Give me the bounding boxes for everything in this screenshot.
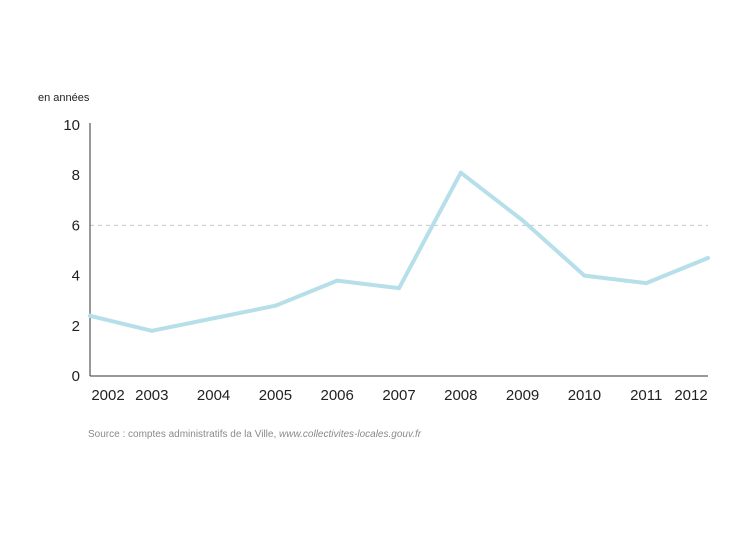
x-tick-label: 2006	[321, 387, 354, 404]
data-point	[706, 256, 710, 261]
y-axis-unit-label: en années	[38, 92, 90, 104]
x-tick-label: 2007	[382, 387, 415, 404]
data-point	[582, 273, 587, 278]
series-line	[88, 170, 710, 333]
source-note: Source : comptes administratifs de la Vi…	[88, 429, 421, 440]
x-tick-label: 2004	[197, 387, 230, 404]
data-point	[520, 218, 525, 223]
data-point	[335, 278, 340, 283]
x-tick-label: 2008	[444, 387, 477, 404]
data-point	[273, 303, 278, 308]
y-tick-label: 10	[63, 117, 80, 134]
y-tick-label: 8	[72, 167, 80, 184]
x-tick-label: 2002	[91, 387, 124, 404]
data-point	[458, 170, 463, 175]
x-tick-label: 2011	[630, 387, 662, 404]
data-point	[149, 328, 154, 333]
source-link: www.collectivites-locales.gouv.fr	[279, 429, 422, 440]
x-tick-label: 2012	[674, 387, 707, 404]
data-point	[88, 313, 92, 318]
y-tick-label: 4	[72, 268, 80, 285]
x-tick-label: 2010	[568, 387, 601, 404]
y-tick-label: 6	[72, 217, 80, 234]
x-tick-label: 2009	[506, 387, 539, 404]
x-tick-label: 2003	[135, 387, 168, 404]
y-tick-label: 0	[72, 368, 80, 385]
data-point	[644, 281, 649, 286]
y-tick-label: 2	[72, 318, 80, 335]
data-point	[397, 286, 401, 291]
data-point	[211, 316, 216, 321]
x-tick-label: 2005	[259, 387, 292, 404]
source-prefix: Source : comptes administratifs de la Vi…	[88, 429, 280, 440]
